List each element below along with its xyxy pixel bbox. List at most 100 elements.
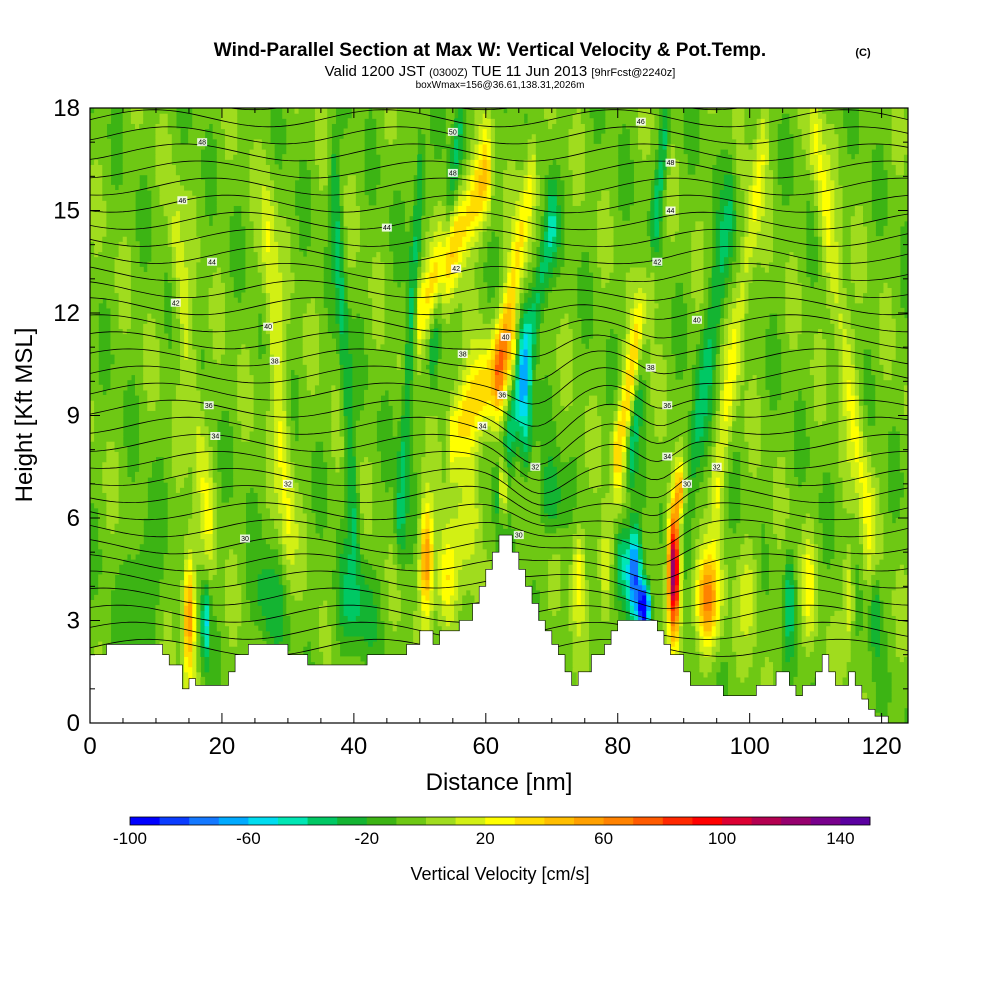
velocity-cell [895, 343, 908, 350]
velocity-cell [715, 605, 721, 611]
velocity-cell [196, 487, 202, 493]
velocity-cell [454, 553, 471, 560]
velocity-cell [429, 487, 463, 493]
velocity-cell [719, 492, 725, 499]
velocity-cell [507, 436, 516, 442]
velocity-cell [188, 323, 193, 329]
velocity-cell [372, 502, 394, 509]
velocity-cell [588, 594, 602, 601]
velocity-cell [760, 666, 774, 673]
velocity-cell [212, 574, 226, 581]
velocity-cell [286, 369, 292, 376]
velocity-cell [179, 379, 197, 386]
velocity-cell [846, 620, 852, 627]
velocity-cell [102, 482, 120, 488]
velocity-cell [253, 400, 271, 406]
velocity-cell [719, 630, 725, 637]
velocity-cell [327, 487, 345, 493]
velocity-cell [805, 630, 811, 637]
velocity-cell [670, 574, 676, 581]
velocity-cell [188, 589, 193, 596]
velocity-cell [560, 389, 574, 396]
velocity-cell [503, 359, 508, 365]
velocity-cell [494, 502, 500, 509]
velocity-cell [842, 405, 848, 411]
velocity-cell [674, 543, 680, 550]
velocity-cell [425, 507, 431, 514]
velocity-cell [425, 451, 443, 458]
velocity-cell [269, 338, 283, 345]
velocity-cell [548, 559, 561, 565]
velocity-cell [662, 528, 668, 534]
velocity-cell [777, 456, 786, 463]
velocity-cell [306, 364, 320, 370]
velocity-cell [282, 400, 287, 406]
velocity-cell [286, 456, 292, 463]
velocity-cell [601, 497, 615, 504]
velocity-cell [400, 359, 406, 365]
velocity-cell [711, 553, 717, 560]
velocity-cell [666, 400, 692, 406]
velocity-cell [850, 559, 864, 565]
velocity-cell [818, 589, 844, 596]
velocity-cell [584, 615, 590, 622]
velocity-cell [768, 569, 786, 575]
velocity-cell [670, 553, 676, 560]
velocity-cell [462, 559, 492, 565]
velocity-cell [323, 533, 336, 540]
velocity-cell [249, 354, 259, 360]
velocity-cell [523, 425, 529, 432]
velocity-cell [282, 579, 292, 586]
velocity-cell [687, 569, 692, 575]
velocity-cell [666, 523, 672, 529]
velocity-cell [805, 594, 815, 601]
velocity-cell [699, 379, 713, 386]
velocity-cell [740, 354, 745, 360]
velocity-cell [609, 466, 615, 473]
velocity-cell [118, 518, 144, 524]
velocity-cell [417, 354, 426, 360]
velocity-cell [895, 574, 908, 581]
velocity-cell [421, 589, 431, 596]
velocity-cell [290, 446, 316, 452]
velocity-cell [139, 451, 173, 458]
velocity-cell [670, 579, 676, 586]
velocity-cell [785, 461, 795, 468]
velocity-cell [425, 594, 431, 601]
velocity-cell [355, 446, 377, 452]
velocity-cell [568, 584, 574, 591]
velocity-cell [601, 615, 611, 622]
velocity-cell [629, 574, 635, 581]
velocity-cell [523, 395, 529, 401]
velocity-cell [572, 338, 582, 345]
velocity-cell [670, 610, 676, 616]
velocity-cell [499, 359, 504, 365]
velocity-cell [282, 564, 287, 570]
velocity-cell [580, 594, 586, 601]
velocity-cell [171, 420, 206, 427]
velocity-cell [695, 569, 701, 575]
velocity-cell [449, 574, 455, 581]
velocity-cell [306, 574, 332, 581]
velocity-cell [899, 564, 905, 570]
velocity-cell [494, 497, 500, 504]
velocity-cell [699, 359, 705, 365]
velocity-cell [850, 471, 860, 478]
velocity-cell [355, 564, 361, 570]
velocity-cell [740, 610, 754, 616]
velocity-cell [875, 543, 885, 550]
velocity-cell [499, 343, 508, 350]
velocity-cell [212, 553, 218, 560]
velocity-cell [813, 584, 819, 591]
velocity-cell [106, 451, 120, 458]
velocity-cell [224, 615, 242, 622]
velocity-cell [568, 615, 574, 622]
velocity-cell [838, 374, 844, 381]
velocity-cell [691, 420, 696, 427]
velocity-cell [740, 600, 754, 606]
velocity-cell [809, 553, 815, 560]
velocity-cell [740, 676, 745, 683]
velocity-cell [842, 374, 856, 381]
velocity-cell [621, 348, 627, 355]
velocity-cell [274, 379, 283, 386]
